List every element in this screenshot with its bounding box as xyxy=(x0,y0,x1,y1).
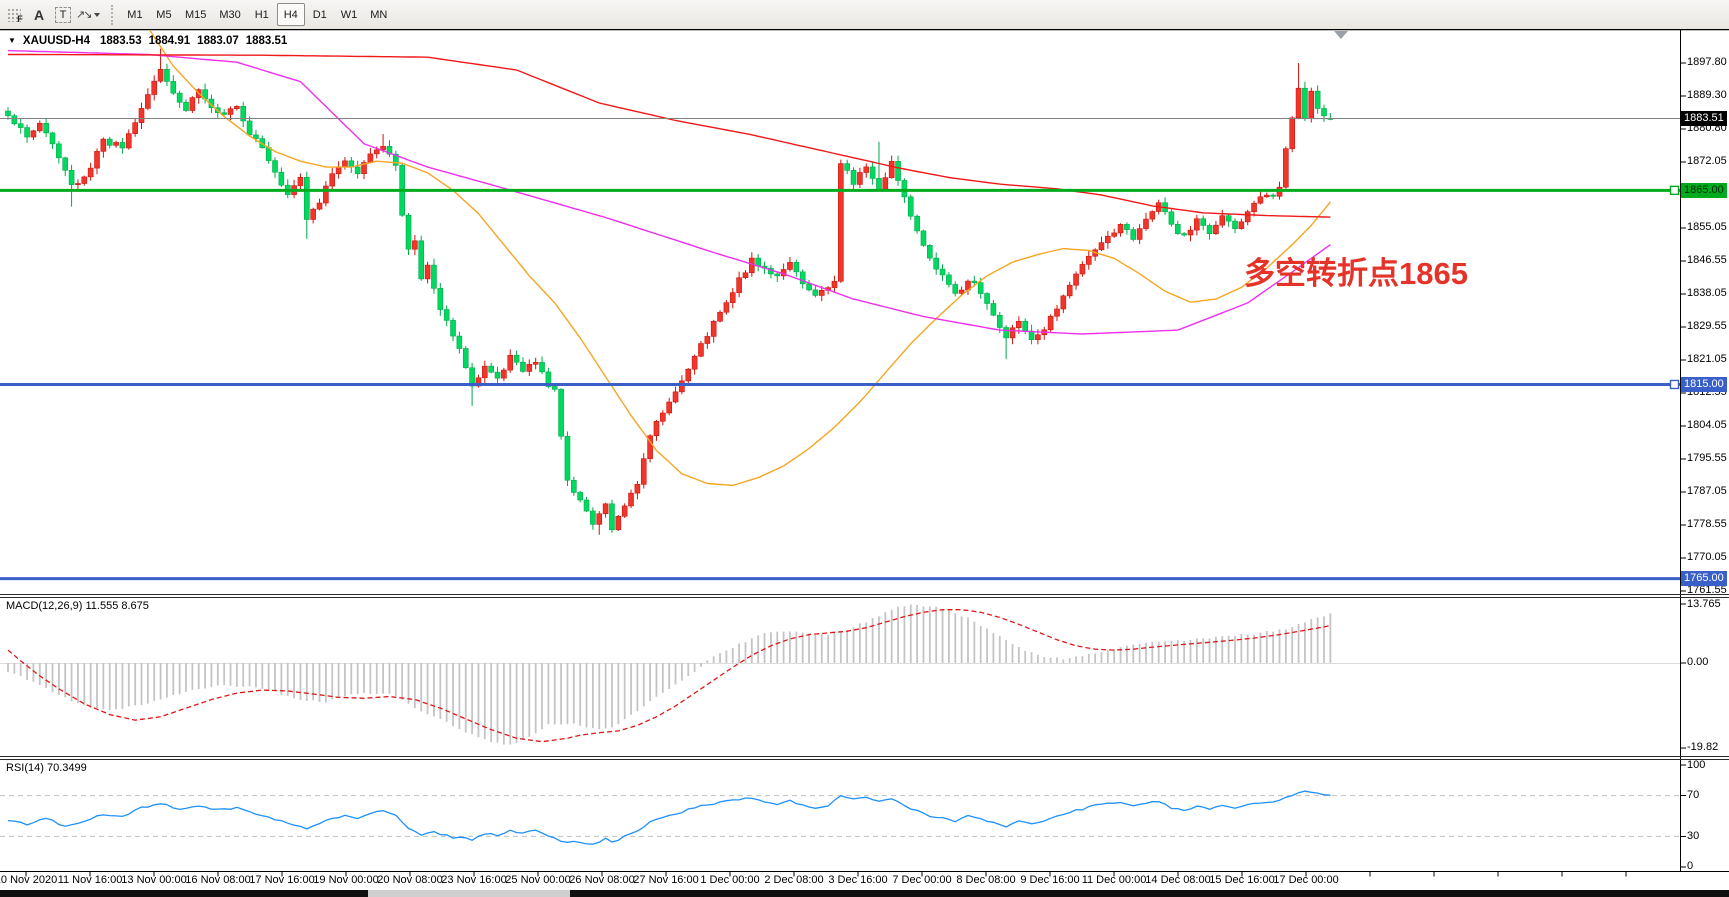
date-axis-label: 17 Nov 16:00 xyxy=(249,874,315,886)
date-axis-label: 13 Nov 00:00 xyxy=(121,874,187,886)
date-axis-label: 9 Dec 16:00 xyxy=(1020,874,1080,886)
horizontal-level-lines[interactable] xyxy=(0,117,1680,581)
chart-menu-triangle-icon[interactable]: ▼ xyxy=(8,35,16,45)
macd-indicator xyxy=(7,604,1332,745)
date-axis-label: 27 Nov 16:00 xyxy=(633,874,699,886)
ohlc-open: 1883.53 xyxy=(100,35,142,47)
text-tool-button[interactable]: T xyxy=(52,4,74,26)
price-axis-label: 1821.05 xyxy=(1687,353,1727,365)
label-tool-button[interactable]: A xyxy=(28,4,50,26)
timeframe-button-h4-active[interactable]: H4 xyxy=(276,3,305,26)
chart-title: ▼ XAUUSD-H4 1883.53 1884.91 1883.07 1883… xyxy=(8,35,287,47)
timeframe-button-mn[interactable]: MN xyxy=(370,8,388,21)
price-axis-label: 1804.05 xyxy=(1687,419,1727,431)
rsi-axis-0: 0 xyxy=(1687,860,1694,872)
macd-axis-max: 13.765 xyxy=(1687,598,1721,610)
macd-panel-label: MACD(12,26,9) 11.555 8.675 xyxy=(6,600,149,612)
scrollbar-thumb[interactable] xyxy=(368,890,570,897)
support-1815-badge: 1815.00 xyxy=(1681,377,1727,392)
ohlc-high: 1884.91 xyxy=(148,35,191,47)
price-axis-label: 1829.55 xyxy=(1687,320,1727,332)
rsi-value: 70.3499 xyxy=(46,762,87,774)
price-axis-label: 1770.05 xyxy=(1687,551,1727,563)
symbol-period-label: XAUUSD-H4 xyxy=(22,35,91,47)
price-axis-label: 1761.55 xyxy=(1687,584,1727,596)
price-axis-label: 1889.30 xyxy=(1687,89,1727,101)
date-axis-label: 11 Dec 00:00 xyxy=(1081,874,1147,886)
macd-values: 11.555 8.675 xyxy=(85,600,149,612)
timeframe-button-w1[interactable]: W1 xyxy=(340,8,358,21)
timeframe-button-d1[interactable]: D1 xyxy=(312,8,327,21)
annotation-text: 多空转折点1865 xyxy=(1244,256,1468,291)
arrows-tool-button[interactable]: ↗↘ xyxy=(76,4,101,26)
date-axis-label: 8 Dec 08:00 xyxy=(956,874,1016,886)
rsi-axis-70: 70 xyxy=(1687,789,1700,801)
date-axis-label: 26 Nov 08:00 xyxy=(569,874,635,886)
horizontal-scrollbar[interactable] xyxy=(0,890,1729,897)
timeframe-button-h1[interactable]: H1 xyxy=(254,8,269,21)
date-axis-label: 11 Nov 16:00 xyxy=(57,874,123,886)
rsi-axis-30: 30 xyxy=(1687,830,1700,842)
chevron-down-icon xyxy=(94,12,101,17)
date-axis-label: 14 Dec 08:00 xyxy=(1145,874,1211,886)
arrows-icon: ↗↘ xyxy=(76,9,93,21)
rsi-panel-label: RSI(14) 70.3499 xyxy=(6,762,87,774)
ohlc-low: 1883.07 xyxy=(197,35,239,47)
timeframe-button-m5[interactable]: M5 xyxy=(156,8,172,21)
label-a-icon: A xyxy=(33,6,45,23)
rsi-axis-100: 100 xyxy=(1687,759,1706,771)
date-axis-label: 7 Dec 00:00 xyxy=(892,874,952,886)
support-1765-badge: 1765.00 xyxy=(1681,571,1727,586)
date-axis-label: 25 Nov 00:00 xyxy=(505,874,571,886)
date-axis-label: 10 Nov 2020 xyxy=(0,874,58,886)
date-axis-label: 16 Nov 08:00 xyxy=(185,874,251,886)
date-axis-label: 19 Nov 00:00 xyxy=(313,874,379,886)
price-axis-label: 1778.55 xyxy=(1687,518,1727,530)
ohlc-close: 1883.51 xyxy=(245,35,288,47)
macd-axis-zero: 0.00 xyxy=(1687,656,1709,668)
price-axis-label: 1838.05 xyxy=(1687,287,1727,299)
price-axis-label: 1897.80 xyxy=(1687,56,1727,68)
date-axis-label: 3 Dec 16:00 xyxy=(828,874,888,886)
price-axis-label: 1795.55 xyxy=(1687,452,1727,464)
f-glyph: F xyxy=(17,13,23,24)
timeframe-button-m1[interactable]: M1 xyxy=(127,8,143,21)
moving-average-lines xyxy=(7,30,1331,487)
chart-frame xyxy=(0,28,1729,877)
date-axis-label: 20 Nov 08:00 xyxy=(377,874,443,886)
macd-axis-min: -19.82 xyxy=(1687,741,1719,753)
date-axis-label: 23 Nov 16:00 xyxy=(441,874,507,886)
date-axis-label: 15 Dec 16:00 xyxy=(1209,874,1275,886)
date-axis-label: 17 Dec 00:00 xyxy=(1273,874,1339,886)
date-axis-label: 1 Dec 00:00 xyxy=(700,874,760,886)
candlestick-series xyxy=(5,48,1334,535)
chart-shift-marker xyxy=(1334,31,1348,39)
toolbar-separator xyxy=(111,4,114,25)
toolbar: F A T ↗↘ M1 M5 M15 M30 H1 H4 D1 W1 MN xyxy=(0,0,1729,29)
timeframe-button-m15[interactable]: M15 xyxy=(184,8,207,21)
pivot-1865-badge: 1865.00 xyxy=(1681,183,1727,198)
current-price-badge: 1883.51 xyxy=(1681,111,1727,126)
price-axis-label: 1855.05 xyxy=(1687,221,1727,233)
price-axis-label: 1846.55 xyxy=(1687,254,1727,266)
f-grid-tool-button[interactable]: F xyxy=(4,4,26,26)
price-axis-label: 1872.05 xyxy=(1687,155,1727,167)
timeframe-button-m30[interactable]: M30 xyxy=(219,8,241,21)
text-t-icon: T xyxy=(54,6,72,23)
dot-grid-icon xyxy=(7,7,22,22)
date-axis-label: 2 Dec 08:00 xyxy=(764,874,824,886)
price-axis-label: 1787.05 xyxy=(1687,485,1727,497)
rsi-indicator xyxy=(7,790,1331,845)
